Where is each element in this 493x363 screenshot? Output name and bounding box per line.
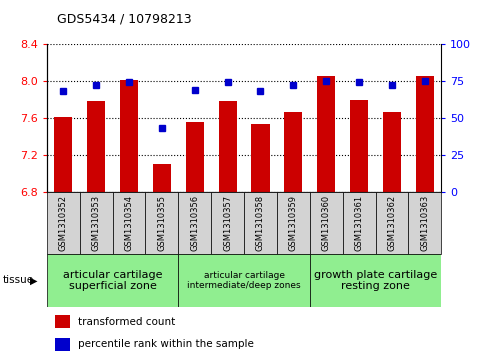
Text: tissue: tissue bbox=[2, 276, 34, 285]
Bar bbox=[54, 117, 72, 192]
Bar bbox=[211, 192, 244, 254]
Bar bbox=[310, 254, 441, 307]
Bar bbox=[120, 80, 138, 192]
Text: transformed count: transformed count bbox=[78, 317, 176, 327]
Text: ▶: ▶ bbox=[30, 276, 37, 285]
Bar bbox=[343, 192, 376, 254]
Bar bbox=[310, 192, 343, 254]
Text: GSM1310358: GSM1310358 bbox=[256, 195, 265, 251]
Bar bbox=[80, 192, 112, 254]
Bar bbox=[251, 123, 270, 192]
Text: percentile rank within the sample: percentile rank within the sample bbox=[78, 339, 254, 349]
Bar bbox=[47, 192, 80, 254]
Bar bbox=[178, 254, 310, 307]
Bar bbox=[178, 192, 211, 254]
Text: articular cartilage
superficial zone: articular cartilage superficial zone bbox=[63, 270, 162, 291]
Bar bbox=[186, 122, 204, 192]
Text: GSM1310363: GSM1310363 bbox=[421, 195, 429, 251]
Bar bbox=[218, 101, 237, 192]
Text: GSM1310354: GSM1310354 bbox=[125, 195, 134, 251]
Bar bbox=[376, 192, 408, 254]
Bar bbox=[350, 100, 368, 192]
Text: GDS5434 / 10798213: GDS5434 / 10798213 bbox=[57, 12, 191, 25]
Text: GSM1310362: GSM1310362 bbox=[387, 195, 396, 251]
Bar bbox=[153, 164, 171, 192]
Text: GSM1310356: GSM1310356 bbox=[190, 195, 199, 251]
Bar bbox=[112, 192, 145, 254]
Bar bbox=[317, 76, 335, 192]
Bar bbox=[408, 192, 441, 254]
Bar bbox=[47, 254, 178, 307]
Bar bbox=[244, 192, 277, 254]
Text: GSM1310361: GSM1310361 bbox=[354, 195, 363, 251]
Bar bbox=[284, 113, 302, 192]
Text: GSM1310357: GSM1310357 bbox=[223, 195, 232, 251]
Bar bbox=[87, 101, 105, 192]
Text: GSM1310352: GSM1310352 bbox=[59, 195, 68, 251]
Text: GSM1310360: GSM1310360 bbox=[322, 195, 331, 251]
Bar bbox=[55, 338, 70, 351]
Text: growth plate cartilage
resting zone: growth plate cartilage resting zone bbox=[314, 270, 437, 291]
Bar bbox=[145, 192, 178, 254]
Bar bbox=[277, 192, 310, 254]
Text: articular cartilage
intermediate/deep zones: articular cartilage intermediate/deep zo… bbox=[187, 271, 301, 290]
Bar bbox=[416, 76, 434, 192]
Bar bbox=[383, 113, 401, 192]
Text: GSM1310353: GSM1310353 bbox=[92, 195, 101, 251]
Text: GSM1310355: GSM1310355 bbox=[157, 195, 166, 251]
Text: GSM1310359: GSM1310359 bbox=[289, 195, 298, 251]
Bar bbox=[55, 315, 70, 328]
